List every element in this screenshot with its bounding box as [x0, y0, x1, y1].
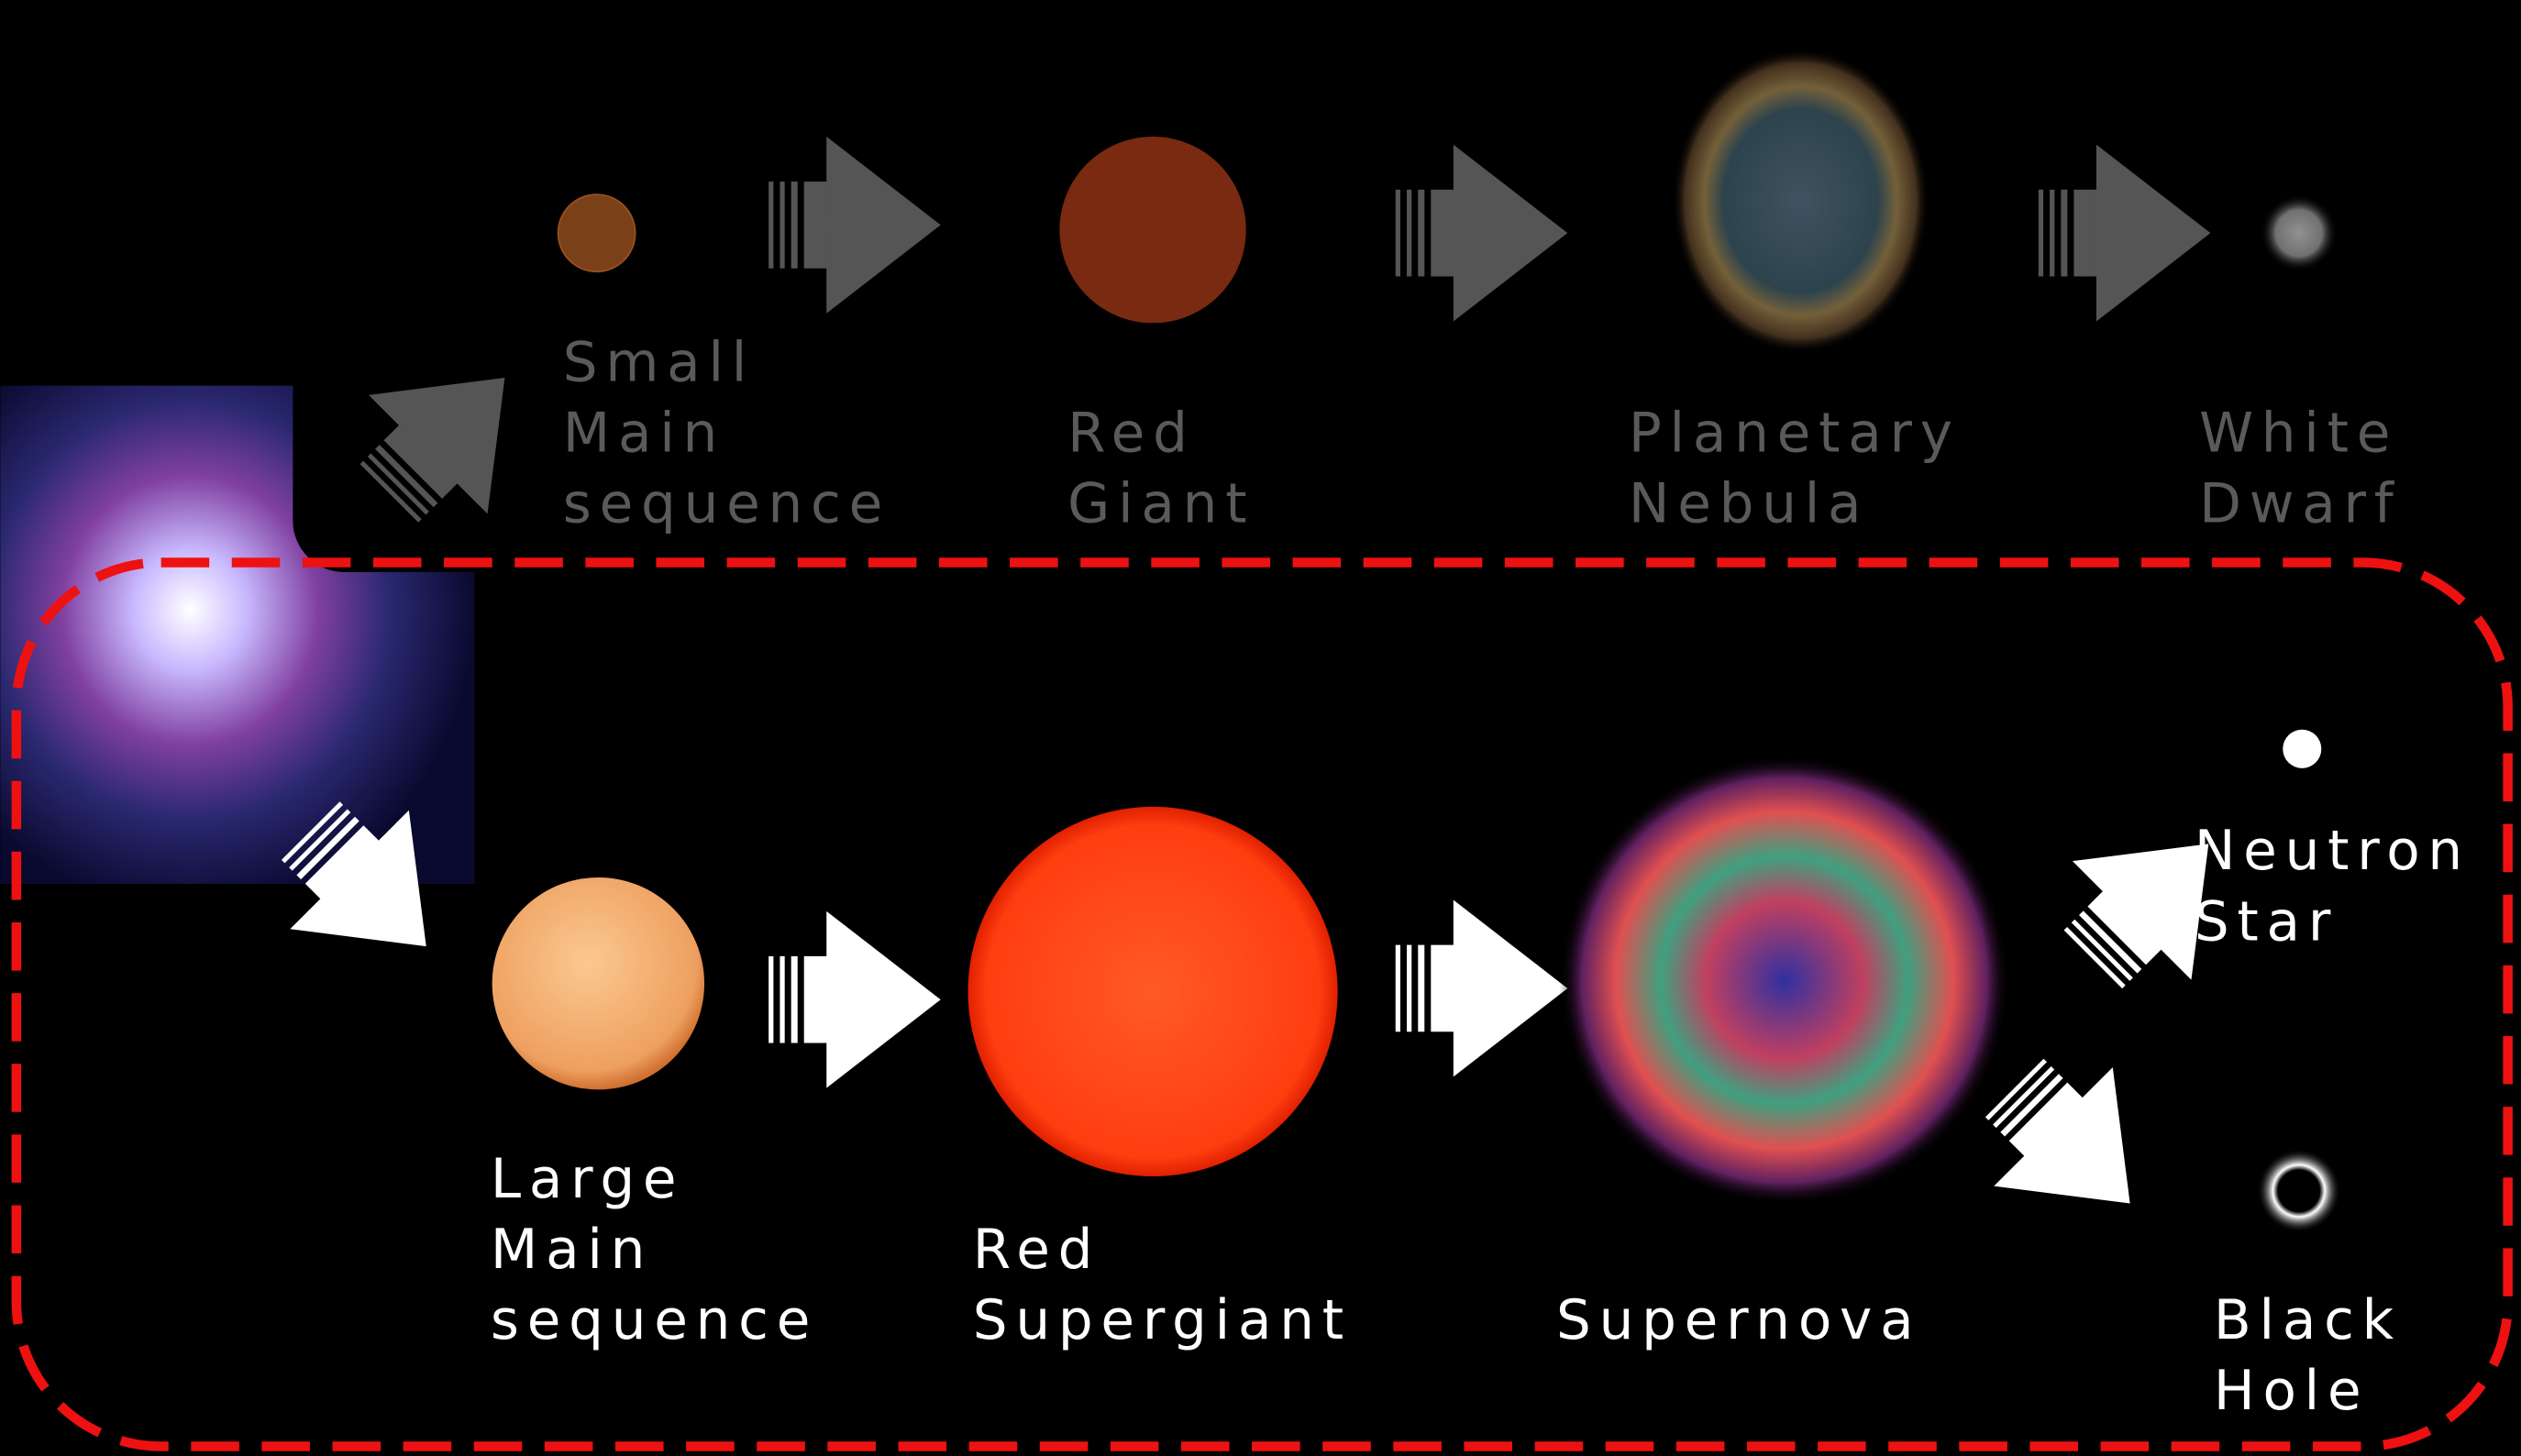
label-line: White	[2199, 403, 2398, 466]
red-giant	[1059, 136, 1246, 324]
label: White Dwarf	[2199, 403, 2401, 536]
label-line: Neutron	[2195, 820, 2471, 883]
top-panel	[293, 0, 2521, 572]
label-line: Hole	[2214, 1360, 2370, 1423]
high-mass-frame	[11, 557, 2513, 1451]
low-mass-path: Small Main sequence Red Giant Planetary Nebu…	[329, 48, 2401, 553]
label-line: sequence	[563, 473, 890, 536]
label-line: Red	[973, 1219, 1100, 1282]
arrow	[1395, 899, 1568, 1077]
label-line: Black	[2214, 1289, 2402, 1352]
large-star	[492, 877, 705, 1090]
white-dwarf	[2260, 194, 2338, 272]
label: Small Main sequence	[563, 331, 890, 535]
label: Black Hole	[2214, 1289, 2402, 1423]
high-mass-path: Large Main sequence Red Supergiant Supernov…	[250, 729, 2471, 1423]
label-line: Dwarf	[2199, 473, 2401, 536]
planetary-nebula	[1672, 48, 1929, 354]
label: Planetary Nebula	[1629, 403, 1961, 536]
label-line: Small	[563, 331, 755, 394]
arrow	[768, 910, 941, 1088]
label-line: Red	[1067, 403, 1195, 466]
label: Red Supergiant	[973, 1219, 1352, 1352]
black-hole	[2257, 1149, 2341, 1233]
red-supergiant	[967, 806, 1338, 1177]
supernova	[1559, 755, 2010, 1206]
label-line: Main	[491, 1219, 653, 1282]
label-line: Star	[2195, 890, 2339, 954]
neutron-star	[2283, 729, 2322, 768]
label-line: Giant	[1067, 473, 1255, 536]
label-line: Nebula	[1629, 473, 1869, 536]
label-line: Main	[563, 403, 725, 466]
label-line: Supergiant	[973, 1289, 1352, 1352]
label: Red Giant	[1067, 403, 1255, 536]
label: Supernova	[1556, 1289, 1921, 1352]
label-line: Planetary	[1629, 403, 1961, 466]
small-star	[557, 193, 636, 273]
label-line: Supernova	[1556, 1289, 1921, 1352]
label-line: sequence	[491, 1289, 818, 1352]
label-line: Large	[491, 1148, 684, 1211]
label: Neutron Star	[2195, 820, 2471, 954]
label: Large Main sequence	[491, 1148, 818, 1352]
